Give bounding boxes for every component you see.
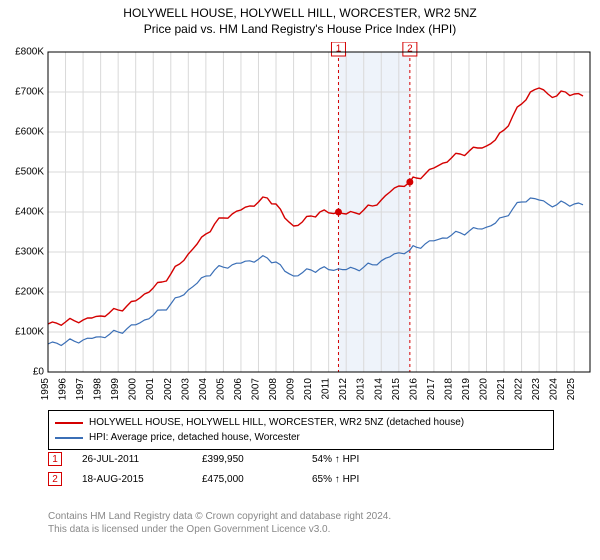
svg-text:2: 2	[407, 44, 413, 55]
chart-subtitle: Price paid vs. HM Land Registry's House …	[0, 22, 600, 36]
svg-text:2006: 2006	[233, 378, 244, 401]
svg-text:2010: 2010	[303, 378, 314, 401]
footer: Contains HM Land Registry data © Crown c…	[48, 510, 554, 536]
svg-text:1996: 1996	[58, 378, 69, 401]
sale-marker-date-1: 26-JUL-2011	[82, 454, 182, 465]
chart-title: HOLYWELL HOUSE, HOLYWELL HILL, WORCESTER…	[0, 6, 600, 20]
svg-text:£700K: £700K	[15, 87, 44, 98]
svg-text:1995: 1995	[40, 378, 51, 401]
legend: HOLYWELL HOUSE, HOLYWELL HILL, WORCESTER…	[48, 410, 554, 450]
svg-text:2024: 2024	[549, 378, 560, 401]
chart: 1 2 £0 £100K £200K £300K £400K £500K £600K £700K £…	[0, 42, 600, 402]
svg-text:2015: 2015	[391, 378, 402, 401]
sale-marker-row-1: 1 26-JUL-2011 £399,950 54% ↑ HPI	[48, 452, 554, 466]
svg-text:2018: 2018	[443, 378, 454, 401]
legend-label-property: HOLYWELL HOUSE, HOLYWELL HILL, WORCESTER…	[89, 415, 464, 430]
svg-text:2022: 2022	[514, 378, 525, 401]
legend-item-property: HOLYWELL HOUSE, HOLYWELL HILL, WORCESTER…	[55, 415, 547, 430]
chart-svg: 1 2 £0 £100K £200K £300K £400K £500K £600K £700K £…	[0, 42, 600, 402]
sale-marker-badge-1: 1	[48, 452, 62, 466]
svg-text:£100K: £100K	[15, 327, 44, 338]
svg-text:2001: 2001	[145, 378, 156, 401]
svg-text:2003: 2003	[180, 378, 191, 401]
svg-text:2004: 2004	[198, 378, 209, 401]
sale-marker-price-1: £399,950	[202, 454, 292, 465]
svg-text:£300K: £300K	[15, 247, 44, 258]
svg-text:£800K: £800K	[15, 47, 44, 58]
sale-marker-date-2: 18-AUG-2015	[82, 474, 182, 485]
svg-text:£400K: £400K	[15, 207, 44, 218]
svg-text:1: 1	[336, 44, 342, 55]
svg-text:2007: 2007	[250, 378, 261, 401]
svg-text:2016: 2016	[408, 378, 419, 401]
svg-text:£200K: £200K	[15, 287, 44, 298]
svg-text:£0: £0	[33, 367, 45, 378]
svg-text:2008: 2008	[268, 378, 279, 401]
svg-text:1999: 1999	[110, 378, 121, 401]
sale-marker-pct-1: 54% ↑ HPI	[312, 454, 422, 465]
sale-marker-price-2: £475,000	[202, 474, 292, 485]
footer-line-2: This data is licensed under the Open Gov…	[48, 523, 554, 536]
svg-text:1997: 1997	[75, 378, 86, 401]
svg-text:£500K: £500K	[15, 167, 44, 178]
svg-text:2017: 2017	[426, 378, 437, 401]
svg-text:£600K: £600K	[15, 127, 44, 138]
svg-text:2021: 2021	[496, 378, 507, 401]
svg-text:1998: 1998	[93, 378, 104, 401]
svg-text:2020: 2020	[479, 378, 490, 401]
sale-marker-badge-2: 2	[48, 472, 62, 486]
sale-marker-pct-2: 65% ↑ HPI	[312, 474, 422, 485]
svg-text:2012: 2012	[338, 378, 349, 401]
footer-line-1: Contains HM Land Registry data © Crown c…	[48, 510, 554, 523]
legend-swatch-property	[55, 422, 83, 424]
svg-text:2011: 2011	[321, 378, 332, 400]
legend-label-hpi: HPI: Average price, detached house, Worc…	[89, 430, 300, 445]
svg-text:2005: 2005	[215, 378, 226, 401]
svg-text:2013: 2013	[356, 378, 367, 401]
title-block: HOLYWELL HOUSE, HOLYWELL HILL, WORCESTER…	[0, 0, 600, 36]
svg-text:2019: 2019	[461, 378, 472, 401]
svg-text:2014: 2014	[373, 378, 384, 401]
svg-text:2000: 2000	[128, 378, 139, 401]
svg-text:2025: 2025	[566, 378, 577, 401]
svg-text:2023: 2023	[531, 378, 542, 401]
svg-text:2002: 2002	[163, 378, 174, 401]
sale-marker-row-2: 2 18-AUG-2015 £475,000 65% ↑ HPI	[48, 472, 554, 486]
legend-item-hpi: HPI: Average price, detached house, Worc…	[55, 430, 547, 445]
page: HOLYWELL HOUSE, HOLYWELL HILL, WORCESTER…	[0, 0, 600, 560]
svg-text:2009: 2009	[286, 378, 297, 401]
legend-swatch-hpi	[55, 437, 83, 439]
sale-marker-table: 1 26-JUL-2011 £399,950 54% ↑ HPI 2 18-AU…	[48, 452, 554, 492]
